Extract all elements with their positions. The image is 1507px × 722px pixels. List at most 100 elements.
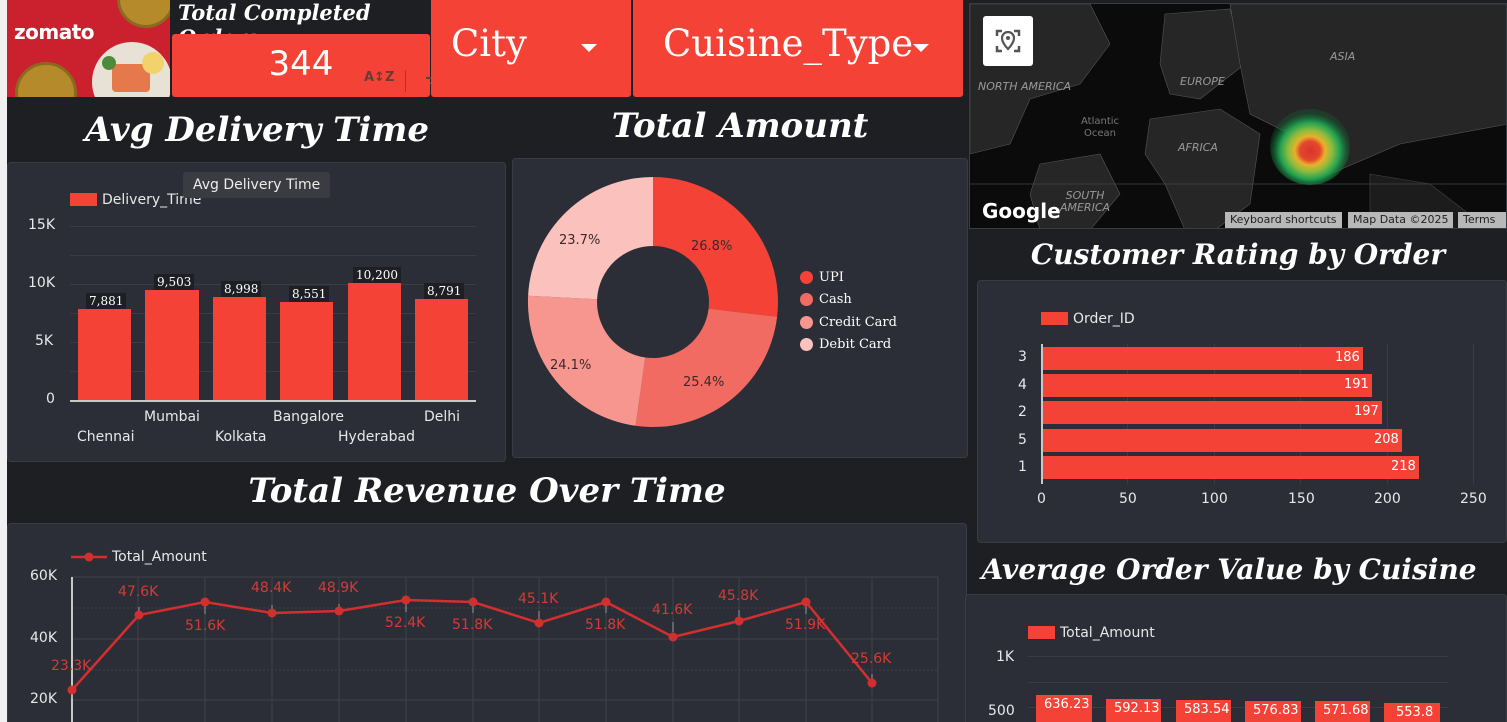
hbar-rating-3[interactable] <box>1043 347 1363 370</box>
legend-swatch <box>1041 312 1068 325</box>
kpi-value: 344 <box>268 44 334 84</box>
legend-item-credit-card[interactable]: Credit Card <box>800 311 897 334</box>
locate-button[interactable] <box>983 16 1033 66</box>
legend-item-cash[interactable]: Cash <box>800 289 897 312</box>
legend-label: Delivery_Time <box>102 191 202 208</box>
slice-cash <box>635 308 778 428</box>
y-tick: 1K <box>996 649 1015 665</box>
x-tick: Hyderabad <box>338 429 415 445</box>
cuisine-type-filter-dropdown[interactable]: Cuisine_Type <box>633 0 963 97</box>
legend-swatch <box>70 193 97 206</box>
point-label: 48.4K <box>251 580 292 596</box>
legend-label: Debit Card <box>819 337 892 353</box>
x-tick: Mumbai <box>144 409 200 425</box>
location-pin-icon <box>995 29 1021 53</box>
bar-cuisine-4[interactable] <box>1245 701 1301 722</box>
slice-upi <box>653 177 778 317</box>
legend-label: Total_Amount <box>1060 624 1155 641</box>
heatmap-map[interactable]: NORTH AMERICA EUROPE ASIA Atlantic Ocean… <box>969 3 1507 229</box>
chart-legend[interactable]: Order_ID <box>1041 308 1135 327</box>
bar-mumbai[interactable] <box>145 290 199 400</box>
legend-label: Credit Card <box>819 314 897 330</box>
bar-delhi[interactable] <box>415 299 468 400</box>
bar-kolkata[interactable] <box>213 297 266 400</box>
y-tick: 5K <box>35 333 54 349</box>
google-logo: Google <box>982 199 1061 223</box>
legend-swatch <box>1028 626 1055 639</box>
legend-item-debit-card[interactable]: Debit Card <box>800 334 897 357</box>
bar-cuisine-1[interactable] <box>1036 695 1092 722</box>
slice-credit-card <box>527 295 646 426</box>
point-label: 45.8K <box>718 588 759 604</box>
bar-cuisine-6[interactable] <box>1384 703 1440 722</box>
chevron-down-icon <box>581 44 597 52</box>
y-tick: 2 <box>1018 404 1027 420</box>
y-tick: 3 <box>1018 349 1027 365</box>
customer-rating-chart-panel: Order_ID 186 191 197 208 218 3 4 2 5 1 0… <box>977 280 1507 543</box>
legend-label: Order_ID <box>1073 310 1135 327</box>
y-tick: 1 <box>1018 459 1027 475</box>
point-label: 25.6K <box>851 651 892 667</box>
map-label-north-america: NORTH AMERICA <box>978 80 1072 93</box>
line-chart[interactable] <box>8 524 968 722</box>
hbar-rating-4[interactable] <box>1043 374 1372 397</box>
bar-value-label: 9,503 <box>154 274 195 290</box>
bar-cuisine-5[interactable] <box>1315 701 1370 722</box>
hbar-value-label: 186 <box>1335 350 1360 365</box>
legend-label: Cash <box>819 292 852 308</box>
divider <box>405 70 406 92</box>
bar-cuisine-2[interactable] <box>1106 699 1161 722</box>
point-label: 52.4K <box>385 615 426 631</box>
y-tick: 10K <box>28 275 55 291</box>
bar-value-label: 8,998 <box>221 281 262 297</box>
donut-chart[interactable] <box>527 176 779 428</box>
slice-debit-card <box>528 177 653 300</box>
avg-order-value-title: Average Order Value by Cuisine <box>981 553 1477 586</box>
map-label-south-america: SOUTH AMERICA <box>1059 189 1111 214</box>
hbar-rating-2[interactable] <box>1043 401 1382 424</box>
hbar-rating-5[interactable] <box>1043 429 1402 452</box>
chart-legend[interactable]: Total_Amount <box>71 546 207 565</box>
map-label-asia: ASIA <box>1330 50 1356 63</box>
bar-value-label: 8,791 <box>424 283 465 299</box>
bar-value-label: 8,551 <box>289 286 330 302</box>
terms-link[interactable]: Terms <box>1458 212 1506 228</box>
legend-dot <box>800 315 813 329</box>
bar-value-label: 636.23 <box>1044 697 1090 712</box>
left-edge-strip <box>0 0 7 722</box>
donut-legend[interactable]: UPI Cash Credit Card Debit Card <box>800 266 897 356</box>
point-label: 47.6K <box>118 584 159 600</box>
sort-az-icon[interactable]: A↕Z <box>364 70 395 85</box>
hbar-value-label: 191 <box>1344 377 1369 392</box>
total-amount-chart-panel: 26.8% 25.4% 24.1% 23.7% <box>512 158 968 458</box>
bar-cuisine-3[interactable] <box>1176 700 1231 722</box>
hbar-rating-1[interactable] <box>1043 456 1419 479</box>
y-tick: 500 <box>988 703 1015 719</box>
avg-delivery-chart-panel: Delivery_Time 15K 10K 5K 0 7,881 9,503 8… <box>7 162 506 462</box>
x-tick: 50 <box>1119 491 1137 507</box>
bar-chennai[interactable] <box>78 309 131 400</box>
legend-dot <box>800 270 813 284</box>
logo-text: zomato <box>14 20 95 44</box>
y-tick: 0 <box>46 391 55 407</box>
bar-hyderabad[interactable] <box>348 283 401 400</box>
cuisine-type-filter-label: Cuisine_Type <box>663 22 914 65</box>
city-filter-label: City <box>451 22 527 65</box>
city-filter-dropdown[interactable]: City <box>431 0 631 97</box>
legend-item-upi[interactable]: UPI <box>800 266 897 289</box>
map-data-link[interactable]: Map Data ©2025 <box>1348 212 1454 228</box>
slice-label: 26.8% <box>691 239 733 254</box>
bar-value-label: 592.13 <box>1114 701 1160 716</box>
kpi-scorecard[interactable]: 344 A↕Z <box>172 34 444 97</box>
bar-value-label: 10,200 <box>353 267 401 283</box>
chart-legend[interactable]: Delivery_Time <box>70 189 201 208</box>
keyboard-shortcuts-link[interactable]: Keyboard shortcuts <box>1225 212 1342 228</box>
chart-legend[interactable]: Total_Amount <box>1028 622 1155 641</box>
zomato-logo: zomato <box>7 0 170 97</box>
x-tick: Delhi <box>424 409 461 425</box>
bar-bangalore[interactable] <box>280 302 333 400</box>
customer-rating-title: Customer Rating by Order <box>1030 238 1446 271</box>
point-label: 51.9K <box>785 617 826 633</box>
hbar-value-label: 197 <box>1354 404 1379 419</box>
slice-label: 25.4% <box>683 375 725 390</box>
